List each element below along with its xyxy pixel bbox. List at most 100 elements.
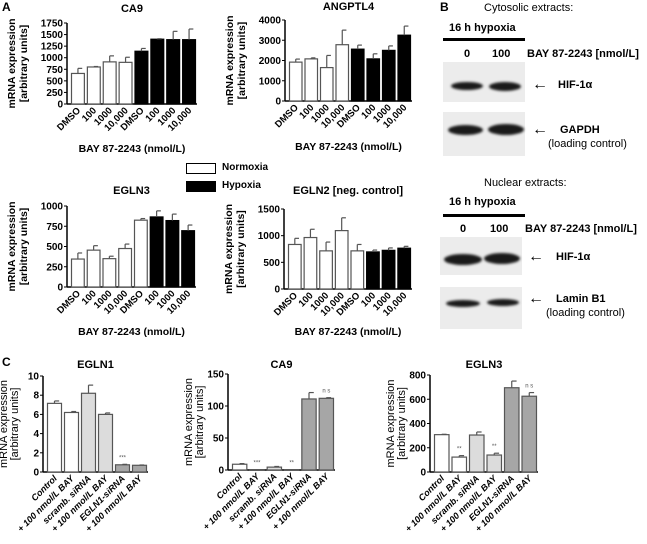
y-axis-label-line: mRNA expression bbox=[224, 15, 236, 105]
bar bbox=[181, 230, 196, 288]
y-axis-label-line: mRNA expression bbox=[223, 204, 235, 294]
bar bbox=[433, 434, 450, 473]
band bbox=[484, 253, 520, 264]
y-tick-label: 6 bbox=[33, 410, 39, 421]
y-tick-label: 4000 bbox=[259, 16, 282, 27]
cytosolic-condition: 16 h hypoxia bbox=[449, 22, 516, 34]
bar bbox=[521, 395, 538, 473]
y-tick-label: 200 bbox=[409, 443, 426, 454]
y-tick-label: 500 bbox=[263, 258, 280, 269]
bar bbox=[86, 66, 101, 105]
y-tick-label: 250 bbox=[46, 88, 63, 99]
lane-label-0: 0 bbox=[464, 48, 471, 60]
bar bbox=[114, 464, 131, 473]
bar bbox=[319, 66, 334, 102]
y-tick-label: 250 bbox=[46, 262, 63, 273]
y-tick-label: 100 bbox=[207, 402, 224, 413]
y-axis-label: mRNA expression[arbitrary units] bbox=[183, 378, 206, 466]
y-tick-label: 500 bbox=[46, 242, 63, 253]
bar bbox=[133, 219, 148, 288]
y-axis-label-line: [arbitrary units] bbox=[236, 22, 248, 100]
panel-label-b: B bbox=[440, 0, 449, 14]
y-tick-label: 600 bbox=[409, 395, 426, 406]
y-axis-label: mRNA expression[arbitrary units] bbox=[385, 379, 408, 467]
bar bbox=[334, 230, 349, 290]
bar bbox=[249, 469, 265, 471]
bar bbox=[70, 72, 85, 105]
y-tick-label: 750 bbox=[46, 222, 63, 233]
arrow-left-icon: ← bbox=[528, 290, 544, 307]
bar bbox=[319, 250, 333, 290]
band bbox=[446, 300, 480, 307]
y-tick-label: 3000 bbox=[259, 36, 282, 47]
chart-1: 01000200030004000DMSO100100010,000DMSO10… bbox=[224, 1, 412, 153]
y-axis-label: mRNA expression[arbitrary units] bbox=[0, 380, 21, 468]
x-axis-label: BAY 87-2243 (nmol/L) bbox=[295, 326, 402, 338]
bar bbox=[350, 250, 365, 290]
band bbox=[444, 254, 482, 265]
y-tick-label: 2 bbox=[33, 448, 39, 459]
y-tick-label: 0 bbox=[420, 468, 426, 479]
lamin-b1-blot bbox=[440, 287, 522, 329]
y-tick-label: 1000 bbox=[41, 202, 64, 213]
bar bbox=[131, 464, 148, 473]
y-axis-label-line: [arbitrary units] bbox=[235, 210, 247, 288]
band bbox=[448, 125, 483, 135]
y-tick-label: 0 bbox=[33, 468, 39, 479]
y-tick-label: 0 bbox=[57, 283, 63, 294]
bar bbox=[397, 34, 412, 102]
bar bbox=[288, 61, 303, 102]
y-tick-label: 0 bbox=[275, 97, 281, 108]
legend-swatch-normoxia bbox=[186, 163, 216, 174]
bar bbox=[182, 39, 197, 105]
chart-3: 050010001500DMSO100100010,000DMSO1001000… bbox=[223, 185, 412, 338]
y-axis-label: mRNA expression[arbitrary units] bbox=[6, 201, 30, 291]
bar bbox=[63, 411, 80, 473]
bar bbox=[150, 38, 165, 105]
y-tick-label: 1500 bbox=[41, 30, 64, 41]
significance-label: n s bbox=[525, 384, 533, 390]
bar bbox=[318, 397, 335, 471]
bar bbox=[366, 251, 380, 290]
y-tick-label: 1500 bbox=[258, 205, 281, 216]
y-tick-label: 1000 bbox=[41, 53, 64, 64]
bar bbox=[97, 413, 114, 473]
legend-label-normoxia: Normoxia bbox=[222, 162, 269, 173]
significance-label: ** bbox=[457, 447, 462, 453]
bar bbox=[301, 398, 317, 471]
x-axis-label: BAY 87-2243 (nmol/L) bbox=[79, 143, 186, 155]
bar bbox=[303, 236, 318, 290]
arrow-left-icon: ← bbox=[532, 76, 548, 93]
bar bbox=[165, 219, 180, 288]
significance-label: ** bbox=[289, 461, 294, 467]
y-axis-label-line: [arbitrary units] bbox=[396, 387, 408, 460]
bar bbox=[283, 469, 300, 471]
y-axis-label-line: mRNA expression bbox=[6, 18, 18, 108]
y-tick-label: 1750 bbox=[41, 19, 64, 30]
arrow-left-icon: ← bbox=[532, 121, 548, 138]
nuclear-condition: 16 h hypoxia bbox=[449, 196, 516, 208]
y-tick-label: 10 bbox=[28, 372, 40, 383]
significance-label: *** bbox=[253, 461, 261, 467]
compound-label: BAY 87-2243 [nmol/L] bbox=[525, 223, 637, 235]
y-axis-label: mRNA expression[arbitrary units] bbox=[223, 204, 247, 294]
loading-control-note: (loading control) bbox=[546, 307, 625, 319]
condition-bar bbox=[443, 214, 525, 217]
cytosolic-title: Cytosolic extracts: bbox=[484, 2, 574, 14]
bar bbox=[397, 247, 412, 290]
y-tick-label: 4 bbox=[33, 429, 39, 440]
lane-label-0: 0 bbox=[460, 223, 467, 235]
lane-label-100: 100 bbox=[490, 223, 509, 235]
bar bbox=[149, 216, 164, 288]
bar bbox=[231, 463, 248, 471]
bar bbox=[266, 466, 283, 471]
band bbox=[487, 299, 519, 306]
y-tick-label: 400 bbox=[409, 419, 426, 430]
hif1a-cytosolic-blot bbox=[443, 62, 525, 102]
bar bbox=[451, 456, 468, 473]
chart-title: EGLN3 bbox=[113, 185, 150, 197]
bar bbox=[287, 243, 302, 290]
y-tick-label: 2000 bbox=[259, 56, 282, 67]
